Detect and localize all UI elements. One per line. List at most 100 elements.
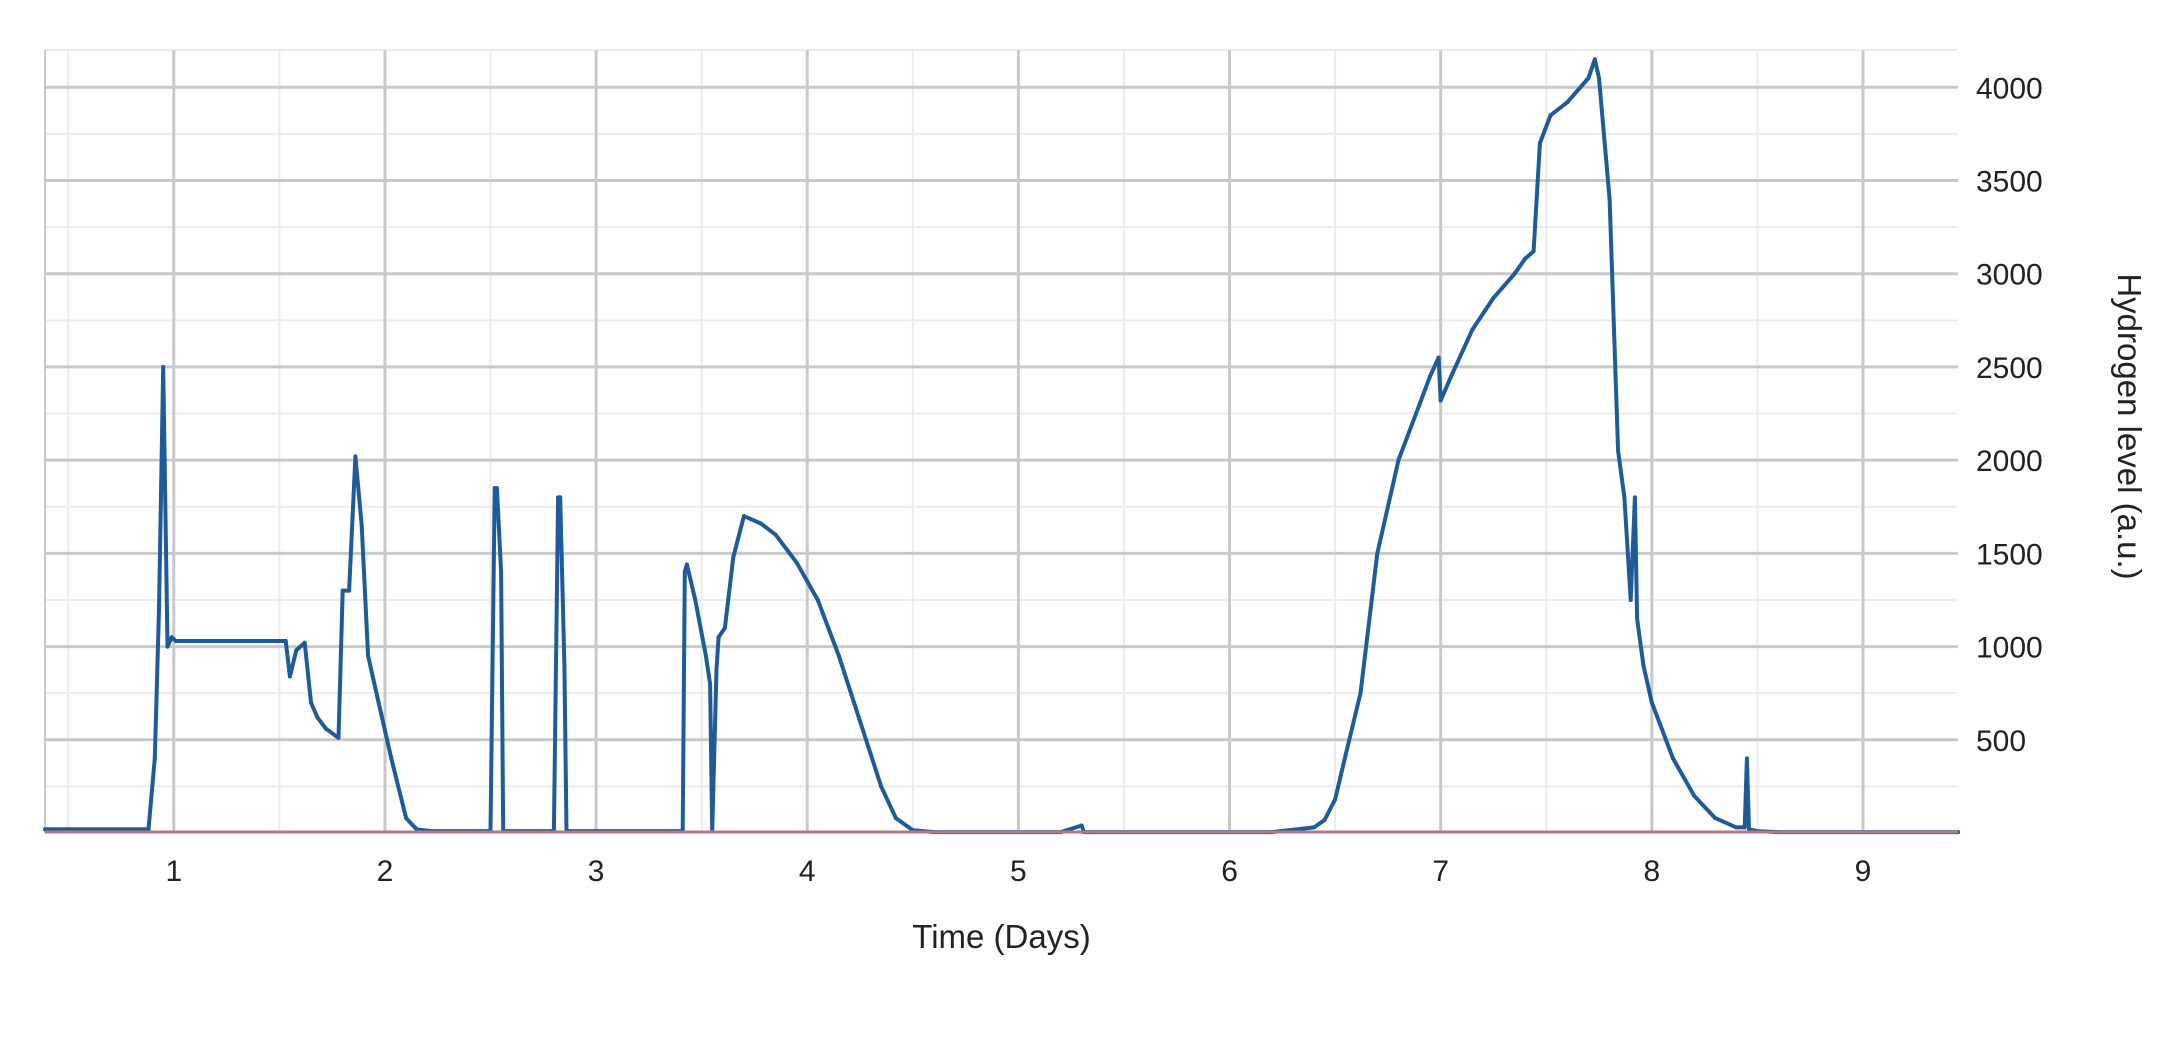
data-point: [1396, 458, 1401, 463]
data-point: [714, 666, 719, 671]
data-point: [169, 635, 174, 640]
data-point: [562, 663, 567, 668]
data-point: [1470, 327, 1475, 332]
x-tick-label: 4: [799, 855, 816, 888]
data-point: [366, 653, 371, 658]
data-point: [146, 827, 151, 832]
data-point: [722, 625, 727, 630]
grid: [45, 49, 1958, 833]
y-tick-label: 4000: [1976, 72, 2043, 105]
data-point: [1343, 752, 1348, 757]
data-point: [161, 364, 166, 369]
data-point: [693, 598, 698, 602]
data-point: [708, 681, 713, 686]
data-point: [1491, 295, 1496, 300]
data-point: [414, 827, 419, 832]
y-tick-label: 1500: [1976, 538, 2043, 571]
data-point: [294, 648, 299, 653]
data-point: [1449, 374, 1454, 379]
y-tick-label: 3500: [1976, 166, 2043, 199]
data-point: [1734, 825, 1739, 830]
data-point: [1428, 374, 1433, 379]
y-tick-label: 1000: [1976, 632, 2043, 665]
y-axis-title: Hydrogen level (a.u.): [2111, 273, 2148, 579]
data-point: [152, 756, 157, 761]
data-point: [404, 816, 409, 821]
data-point: [773, 532, 778, 537]
data-point: [1436, 355, 1441, 360]
data-point: [389, 756, 394, 761]
data-point: [836, 653, 841, 658]
data-point: [499, 570, 504, 574]
data-point: [858, 719, 862, 724]
data-point: [1671, 756, 1675, 761]
data-point: [1548, 113, 1553, 118]
data-point: [1586, 76, 1591, 80]
x-tick-label: 5: [1010, 855, 1027, 888]
data-point: [302, 640, 307, 645]
data-point: [1607, 197, 1612, 202]
data-point: [173, 639, 178, 643]
hydrogen-series-line: [43, 57, 1960, 835]
data-point: [157, 607, 161, 612]
data-point: [684, 562, 689, 567]
data-point: [494, 486, 499, 491]
data-point: [1333, 797, 1338, 802]
data-point: [1358, 691, 1363, 696]
x-tick-label: 6: [1221, 855, 1238, 888]
data-point: [1312, 825, 1316, 830]
data-point: [1512, 271, 1517, 276]
data-point: [1523, 256, 1528, 261]
x-tick-label: 8: [1643, 855, 1660, 888]
data-point: [741, 514, 746, 519]
x-tick-labels: 1 2 3 4 5 6 7 8 9: [165, 855, 1871, 888]
data-point: [315, 715, 320, 720]
data-point: [1616, 448, 1621, 453]
data-point: [347, 588, 352, 593]
data-point: [1628, 598, 1633, 602]
x-tick-label: 7: [1432, 855, 1449, 888]
data-point: [287, 674, 292, 679]
data-point: [336, 735, 341, 740]
data-point: [1641, 663, 1646, 668]
data-point: [1742, 825, 1747, 830]
data-point: [758, 521, 763, 526]
data-point: [703, 653, 708, 658]
data-point: [558, 495, 563, 500]
data-point: [1537, 141, 1542, 146]
data-point: [1079, 823, 1084, 828]
data-point: [376, 700, 381, 705]
y-tick-label: 500: [1976, 725, 2026, 758]
data-point: [893, 816, 898, 821]
data-point: [1531, 249, 1536, 254]
y-tick-label: 3000: [1976, 259, 2043, 292]
data-point: [1592, 57, 1597, 62]
data-point: [794, 560, 799, 565]
series-layer: [43, 57, 1960, 835]
data-point: [1713, 816, 1718, 821]
data-point: [1375, 551, 1380, 556]
data-point: [43, 827, 47, 832]
data-point: [1744, 756, 1749, 761]
data-point: [340, 588, 345, 593]
data-point: [353, 454, 358, 459]
data-point: [165, 644, 170, 649]
data-point: [1622, 495, 1627, 500]
data-point: [1438, 398, 1443, 403]
data-point: [815, 598, 820, 602]
data-point: [1649, 700, 1654, 705]
data-point: [1747, 827, 1751, 832]
x-axis-title: Time (Days): [912, 918, 1090, 955]
data-point: [1597, 76, 1601, 80]
data-point: [256, 639, 261, 643]
x-tick-label: 9: [1855, 855, 1872, 888]
x-tick-label: 1: [165, 855, 182, 888]
data-point: [359, 523, 364, 528]
x-tick-label: 2: [377, 855, 394, 888]
y-tick-label: 2000: [1976, 445, 2043, 478]
data-point: [716, 635, 721, 640]
data-point: [309, 700, 313, 705]
data-point: [1632, 495, 1637, 500]
data-point: [1692, 793, 1697, 798]
